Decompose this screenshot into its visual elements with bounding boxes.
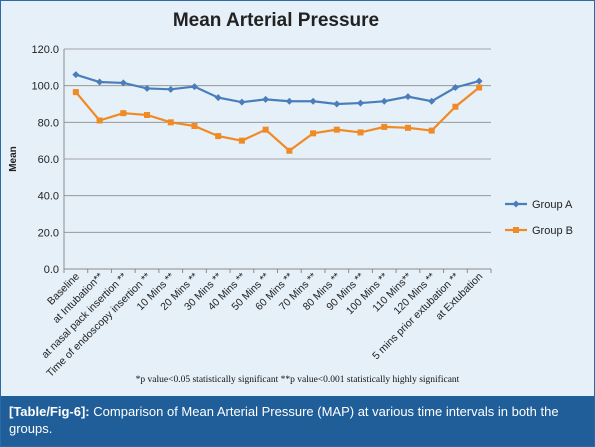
data-point <box>238 137 245 144</box>
data-point <box>191 123 198 129</box>
data-point <box>119 79 127 87</box>
series-line-group-a <box>75 73 480 106</box>
data-point <box>476 84 483 91</box>
data-point <box>214 94 222 102</box>
data-point <box>143 84 151 92</box>
y-tick-label: 20.0 <box>38 227 59 239</box>
series-line-group-b <box>75 86 480 153</box>
line-chart: Mean Arterial Pressure Mean 0.0 20.0 40.0 6… <box>8 10 573 380</box>
data-point <box>215 133 222 140</box>
y-tick-label: 40.0 <box>38 191 59 203</box>
data-point <box>262 126 269 133</box>
chart-title: Mean Arterial Pressure <box>173 10 379 31</box>
data-point <box>286 147 293 154</box>
data-point <box>475 77 483 85</box>
caption-label: [Table/Fig-6]: <box>9 404 90 419</box>
data-point <box>333 100 341 108</box>
data-point <box>381 123 388 130</box>
y-tick-label: 80.0 <box>38 117 59 129</box>
figure-caption: [Table/Fig-6]: Comparison of Mean Arteri… <box>1 396 594 446</box>
data-point <box>167 85 175 93</box>
data-point <box>262 95 270 103</box>
data-point <box>120 110 127 117</box>
data-point <box>357 129 364 136</box>
y-tick-label: 60.0 <box>38 154 59 166</box>
data-point <box>309 97 317 105</box>
y-tick-label: 0.0 <box>44 264 59 276</box>
caption-text: Comparison of Mean Arterial Pressure (MA… <box>9 404 559 436</box>
footnote: *p value<0.05 statistically significant … <box>135 375 460 385</box>
data-point <box>451 84 459 91</box>
y-tick-label: 120.0 <box>31 44 59 56</box>
data-point <box>167 119 174 126</box>
data-point <box>96 78 104 86</box>
legend-label: Group B <box>532 225 573 237</box>
data-point <box>404 124 411 131</box>
legend-marker <box>512 200 520 208</box>
data-point <box>357 99 365 107</box>
chart-area: Mean Arterial Pressure Mean 0.0 20.0 40.0 6… <box>1 1 594 396</box>
data-point <box>404 93 412 101</box>
data-point <box>72 89 79 96</box>
data-point <box>72 71 80 79</box>
data-point <box>190 83 198 91</box>
legend-marker <box>513 227 519 233</box>
data-point <box>144 112 151 118</box>
data-point <box>428 97 436 105</box>
legend-label: Group A <box>532 199 573 211</box>
data-point <box>238 98 246 106</box>
data-point <box>333 126 340 133</box>
y-tick-label: 100.0 <box>31 81 59 93</box>
data-point <box>310 130 317 137</box>
y-axis-label: Mean <box>8 146 19 172</box>
data-point <box>285 97 293 105</box>
data-point <box>428 127 435 134</box>
data-point <box>452 103 459 110</box>
data-point <box>380 97 388 105</box>
data-point <box>96 117 103 124</box>
